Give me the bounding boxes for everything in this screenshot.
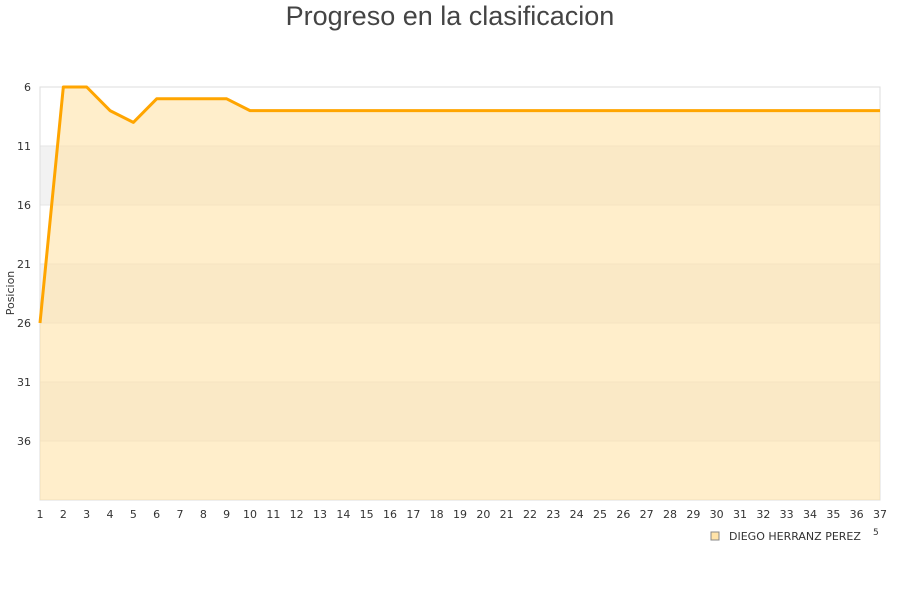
x-tick-label: 8 xyxy=(200,508,207,521)
x-tick-label: 16 xyxy=(383,508,397,521)
x-tick-label: 37 xyxy=(873,508,887,521)
x-tick-label: 6 xyxy=(153,508,160,521)
y-tick-label: 21 xyxy=(17,258,31,271)
y-tick-label: 26 xyxy=(17,317,31,330)
series-fill xyxy=(40,87,880,500)
x-tick-label: 2 xyxy=(60,508,67,521)
x-tick-label: 17 xyxy=(406,508,420,521)
y-tick-label: 16 xyxy=(17,199,31,212)
y-axis: 6 11 16 21 26 31 36 xyxy=(17,81,31,448)
x-tick-label: 23 xyxy=(546,508,560,521)
x-tick-label: 5 xyxy=(130,508,137,521)
x-tick-label: 36 xyxy=(850,508,864,521)
x-tick-label: 11 xyxy=(266,508,280,521)
y-tick-label: 36 xyxy=(17,435,31,448)
x-tick-label: 10 xyxy=(243,508,257,521)
x-tick-label: 26 xyxy=(616,508,630,521)
x-tick-label: 7 xyxy=(177,508,184,521)
x-tick-label: 35 xyxy=(826,508,840,521)
stray-label: 5 xyxy=(873,528,879,538)
x-tick-label: 14 xyxy=(336,508,350,521)
x-axis: 1 2 3 4 5 6 7 8 9 10 11 12 13 14 15 16 17 18 19 20 21 22 23 24 2… xyxy=(37,508,888,521)
x-tick-label: 31 xyxy=(733,508,747,521)
x-tick-label: 15 xyxy=(360,508,374,521)
x-tick-label: 27 xyxy=(640,508,654,521)
y-tick-label: 31 xyxy=(17,376,31,389)
x-tick-label: 20 xyxy=(476,508,490,521)
x-tick-label: 13 xyxy=(313,508,327,521)
x-tick-label: 19 xyxy=(453,508,467,521)
x-tick-label: 32 xyxy=(756,508,770,521)
y-tick-label: 11 xyxy=(17,140,31,153)
x-tick-label: 4 xyxy=(107,508,114,521)
x-tick-label: 24 xyxy=(570,508,584,521)
x-tick-label: 18 xyxy=(430,508,444,521)
y-tick-label: 6 xyxy=(24,81,31,94)
series-area xyxy=(38,85,881,500)
legend-swatch[interactable] xyxy=(710,531,720,541)
x-tick-label: 9 xyxy=(223,508,230,521)
x-tick-label: 22 xyxy=(523,508,537,521)
x-tick-label: 34 xyxy=(803,508,817,521)
legend-label[interactable]: DIEGO HERRANZ PEREZ xyxy=(729,530,861,543)
x-tick-label: 30 xyxy=(710,508,724,521)
x-tick-label: 29 xyxy=(686,508,700,521)
y-axis-label: Posicion xyxy=(4,271,17,316)
chart-title: Progreso en la clasificacion xyxy=(286,1,615,31)
x-tick-label: 25 xyxy=(593,508,607,521)
x-tick-label: 12 xyxy=(290,508,304,521)
x-tick-label: 28 xyxy=(663,508,677,521)
x-tick-label: 33 xyxy=(780,508,794,521)
x-tick-label: 21 xyxy=(500,508,514,521)
x-tick-label: 3 xyxy=(83,508,90,521)
x-tick-label: 1 xyxy=(37,508,44,521)
